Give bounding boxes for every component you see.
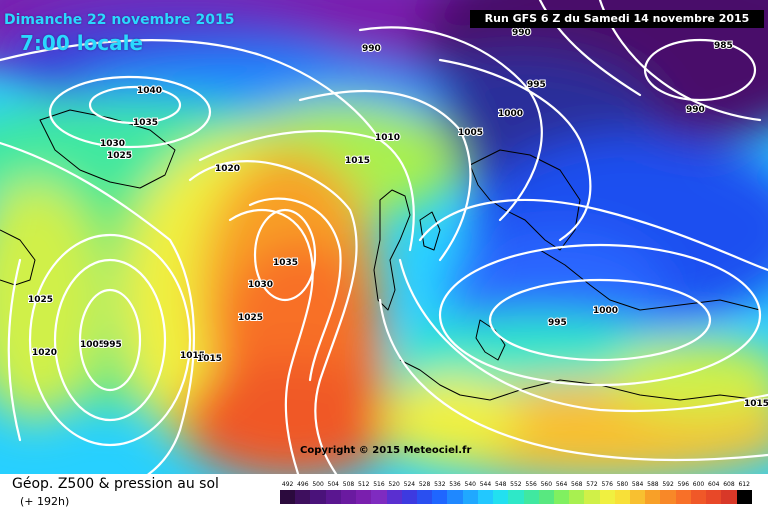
legend-label: 612 [738,481,750,488]
legend-label: 536 [449,481,461,488]
legend-label: 568 [571,481,583,488]
legend-label: 564 [555,481,568,488]
legend-labels: 492 496 500 504 508 512 516 520 524 528 532 536 540 5… [280,480,752,489]
isobar-label: 1015 [744,399,768,409]
legend-label: 572 [586,481,598,488]
isobar-label: 1015 [345,156,370,166]
legend-label: 588 [647,481,659,488]
legend-label: 592 [662,481,674,488]
legend-label: 596 [677,481,690,488]
legend-swatch [706,490,722,504]
color-scale-legend: 492 496 500 504 508 512 516 520 524 528 532 536 540 5… [280,480,752,504]
legend-label: 532 [434,481,446,488]
legend-swatch [675,490,691,504]
legend-swatch [462,490,478,504]
legend-label: 580 [616,481,629,488]
isobar-label: 990 [686,105,705,115]
legend-label: 604 [708,481,720,488]
legend-swatches [280,490,752,504]
legend-label: 552 [510,481,522,488]
legend-swatch [736,490,752,504]
legend-swatch [401,490,417,504]
forecast-date: Dimanche 22 novembre 2015 [4,12,235,28]
legend-label: 544 [479,481,492,488]
isobar-label: 1000 [498,109,523,119]
legend-swatch [416,490,433,504]
legend-label: 600 [692,481,705,488]
legend-label: 520 [388,481,400,488]
legend-swatch [599,490,615,504]
legend-label: 556 [525,481,537,488]
legend-swatch [508,490,524,504]
legend-label: 524 [403,481,416,488]
legend-label: 508 [342,481,355,488]
isobar-label: 1025 [28,295,53,305]
legend-label: 496 [297,481,309,488]
legend-swatch [493,490,509,504]
legend-swatch [660,490,676,504]
legend-bar: Géop. Z500 & pression au sol (+ 192h) 49… [0,474,768,512]
legend-swatch [356,490,372,504]
map-caption: Géop. Z500 & pression au sol [12,476,219,492]
legend-swatch [325,490,341,504]
isobar-label: 1010 [375,133,400,143]
legend-swatch [584,490,600,504]
legend-label: 528 [418,481,431,488]
legend-swatch [538,490,554,504]
legend-label: 504 [327,481,339,488]
isobar-label: 1040 [137,86,162,96]
isobar-label: 1020 [215,164,240,174]
legend-label: 492 [281,481,294,488]
legend-swatch [569,490,585,504]
isobar-label: 995 [548,318,567,328]
forecast-time: 7:00 locale [20,31,144,55]
isobar-label: 990 [362,44,381,54]
model-run-label: Run GFS 6 Z du Samedi 14 novembre 2015 [470,10,764,28]
isobar-label: 990 [512,28,531,38]
legend-swatch [295,490,311,504]
legend-swatch [721,490,737,504]
isobar-label: 1035 [273,258,298,268]
legend-swatch [553,490,570,504]
lead-time: (+ 192h) [20,495,70,508]
isobar-label: 1005 [80,340,105,350]
forecast-map: 1040 1035 1030 1025 1020 1015 1010 1005 … [0,0,768,474]
legend-swatch [340,490,357,504]
legend-swatch [386,490,402,504]
legend-label: 540 [464,481,476,488]
isobar-label: 1025 [238,313,263,323]
isobar-label: 995 [103,340,122,350]
legend-swatch [630,490,646,504]
legend-swatch [280,490,296,504]
isobar-label: 995 [527,80,546,90]
legend-label: 576 [601,481,613,488]
isobar-label: 1015 [197,354,222,364]
legend-label: 584 [631,481,644,488]
legend-label: 548 [494,481,507,488]
isobar-label: 985 [714,41,733,51]
legend-label: 500 [312,481,324,488]
legend-label: 512 [357,481,370,488]
legend-swatch [432,490,448,504]
isobar-label: 1020 [32,348,57,358]
copyright-text: Copyright © 2015 Meteociel.fr [300,445,472,456]
legend-swatch [477,490,494,504]
legend-swatch [690,490,707,504]
legend-swatch [523,490,539,504]
legend-swatch [371,490,387,504]
legend-swatch [310,490,326,504]
legend-label: 516 [373,481,385,488]
isobar-label: 1005 [458,128,483,138]
legend-swatch [645,490,661,504]
isobar-label: 1025 [107,151,132,161]
legend-swatch [614,490,631,504]
legend-label: 560 [540,481,553,488]
isobar-label: 1035 [133,118,158,128]
isobar-label: 1000 [593,306,618,316]
isobar-label: 1030 [248,280,273,290]
isobar-label: 1015 [180,351,205,361]
isobar-label: 1030 [100,139,125,149]
legend-label: 608 [723,481,735,488]
legend-swatch [447,490,463,504]
